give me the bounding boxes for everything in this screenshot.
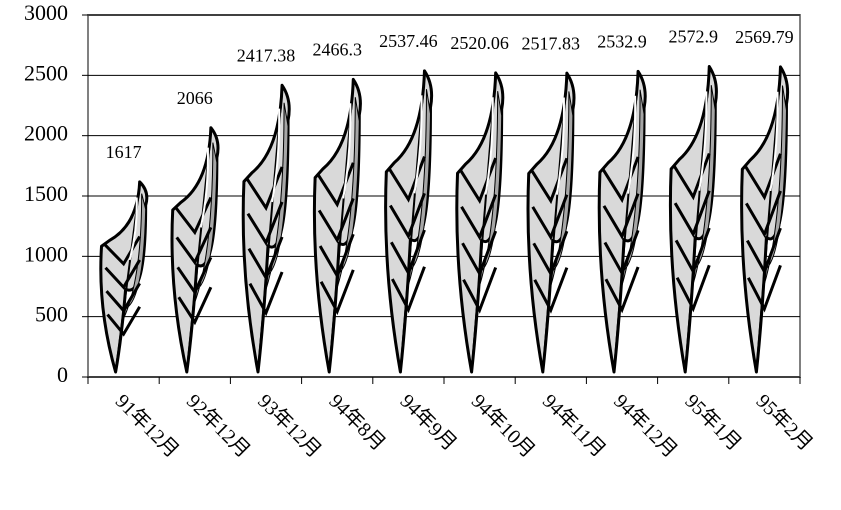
- feather-bar: [597, 69, 647, 374]
- feather-highlight: [199, 147, 209, 228]
- feather-barb: [462, 266, 498, 314]
- feather-barb: [746, 227, 782, 276]
- feather-highlight: [484, 97, 494, 195]
- feather-barb: [103, 235, 141, 267]
- y-tick-label: 2500: [24, 60, 68, 85]
- feather-barb: [390, 229, 426, 277]
- value-label: 2517.83: [522, 33, 581, 53]
- feather-barb: [389, 192, 426, 240]
- value-label: 2537.46: [379, 31, 438, 51]
- feather-barb: [531, 194, 569, 241]
- value-label: 2417.38: [237, 45, 296, 65]
- feather-barb: [601, 156, 640, 204]
- x-tick-label: 95年2月: [752, 390, 818, 456]
- feather-barb: [317, 197, 355, 244]
- x-tick-label: 95年1月: [680, 390, 746, 456]
- feather-bar: [170, 126, 220, 374]
- feather-barb: [460, 194, 498, 241]
- feather-barb: [675, 264, 711, 313]
- value-label: 2466.3: [312, 40, 362, 60]
- feather-barb: [319, 269, 355, 316]
- value-label: 2066: [177, 88, 213, 108]
- y-tick-label: 500: [35, 302, 68, 327]
- value-label: 2569.79: [735, 27, 794, 47]
- feather-barb: [390, 266, 426, 314]
- feather-barb: [316, 162, 355, 208]
- feather-highlight: [413, 95, 423, 194]
- y-tick-label: 2000: [24, 121, 68, 146]
- y-tick-label: 3000: [24, 0, 68, 25]
- feather-bar: [455, 71, 505, 374]
- feather-bar: [241, 83, 291, 374]
- feather-barb: [672, 152, 711, 201]
- x-tick-label: 94年8月: [324, 390, 390, 456]
- feather-barb: [745, 190, 782, 238]
- feather-bar: [668, 65, 718, 374]
- feather-barb: [530, 157, 569, 205]
- feather-barb: [175, 226, 213, 266]
- feather-bar: [526, 71, 576, 374]
- feather-bar: [740, 65, 790, 374]
- x-tick-label: 94年10月: [467, 390, 540, 463]
- feather-barb: [674, 227, 711, 276]
- feather-barb: [106, 305, 141, 337]
- feather-highlight: [128, 197, 138, 261]
- y-tick-label: 1000: [24, 241, 68, 266]
- feather-barb: [533, 267, 569, 314]
- feather-barb: [459, 157, 498, 204]
- value-label: 2520.06: [450, 33, 509, 53]
- x-tick-label: 91年12月: [111, 390, 184, 463]
- feather-barb: [248, 271, 284, 317]
- x-tick-label: 92年12月: [182, 390, 255, 463]
- feather-bar: [384, 69, 434, 374]
- feather-barb: [245, 166, 284, 212]
- x-tick-label: 94年9月: [396, 390, 462, 456]
- x-tick-label: 93年12月: [253, 390, 326, 463]
- feather-barb: [174, 196, 213, 236]
- y-tick-label: 0: [57, 362, 68, 387]
- value-label: 1617: [106, 142, 142, 162]
- feather-bar: [312, 77, 362, 374]
- feather-barb: [247, 236, 284, 282]
- feather-barb: [602, 193, 640, 240]
- feather-highlight: [627, 95, 637, 194]
- feather-barb: [604, 266, 640, 314]
- feather-barb: [744, 153, 782, 201]
- feather-barb: [673, 190, 711, 238]
- feather-barb: [177, 286, 213, 326]
- feather-barb: [603, 229, 640, 277]
- feather-highlight: [342, 103, 352, 199]
- feather-bar: [99, 180, 149, 374]
- value-label: 2572.9: [668, 27, 718, 47]
- feather-highlight: [271, 108, 281, 203]
- feather-barb: [746, 264, 782, 313]
- x-tick-label: 94年12月: [609, 390, 682, 463]
- feather-barb: [461, 230, 498, 278]
- feather-highlight: [555, 97, 565, 195]
- feather-barb: [246, 201, 284, 247]
- feather-highlight: [769, 91, 779, 192]
- feather-barb: [105, 282, 141, 314]
- feather-barb: [532, 230, 569, 278]
- x-tick-label: 94年11月: [538, 390, 610, 462]
- y-tick-label: 1500: [24, 181, 68, 206]
- feather-barb: [318, 233, 355, 280]
- feather-barb: [388, 156, 426, 203]
- feather-barb: [176, 256, 213, 296]
- feather-highlight: [698, 91, 708, 191]
- value-label: 2532.9: [597, 31, 647, 51]
- feather-barb: [104, 259, 141, 290]
